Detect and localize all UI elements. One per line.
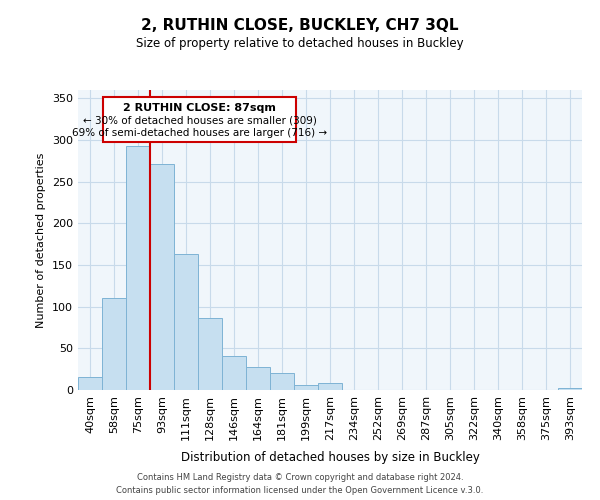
Y-axis label: Number of detached properties: Number of detached properties — [37, 152, 46, 328]
Bar — [198, 318, 222, 390]
Bar — [174, 254, 198, 390]
Bar — [150, 164, 174, 390]
Text: Size of property relative to detached houses in Buckley: Size of property relative to detached ho… — [136, 38, 464, 51]
Bar — [246, 366, 270, 390]
Text: Contains public sector information licensed under the Open Government Licence v.: Contains public sector information licen… — [116, 486, 484, 495]
Text: ← 30% of detached houses are smaller (309): ← 30% of detached houses are smaller (30… — [83, 116, 317, 126]
Bar — [318, 384, 342, 390]
Text: 2 RUTHIN CLOSE: 87sqm: 2 RUTHIN CLOSE: 87sqm — [124, 104, 276, 114]
Bar — [126, 146, 150, 390]
Text: 69% of semi-detached houses are larger (716) →: 69% of semi-detached houses are larger (… — [72, 128, 328, 138]
Bar — [270, 372, 294, 390]
Bar — [78, 376, 102, 390]
Text: Contains HM Land Registry data © Crown copyright and database right 2024.: Contains HM Land Registry data © Crown c… — [137, 472, 463, 482]
Bar — [294, 385, 318, 390]
Bar — [558, 388, 582, 390]
Bar — [102, 298, 126, 390]
X-axis label: Distribution of detached houses by size in Buckley: Distribution of detached houses by size … — [181, 451, 479, 464]
Text: 2, RUTHIN CLOSE, BUCKLEY, CH7 3QL: 2, RUTHIN CLOSE, BUCKLEY, CH7 3QL — [141, 18, 459, 32]
Bar — [222, 356, 246, 390]
FancyBboxPatch shape — [103, 96, 296, 142]
